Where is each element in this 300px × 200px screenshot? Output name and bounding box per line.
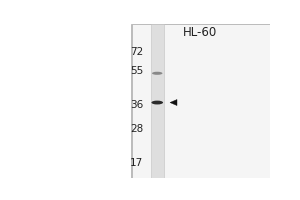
Bar — [151, 24, 164, 178]
Text: 28: 28 — [130, 124, 143, 134]
Text: 55: 55 — [130, 66, 143, 76]
Text: 17: 17 — [130, 158, 143, 168]
Text: 36: 36 — [130, 100, 143, 110]
Ellipse shape — [152, 101, 163, 104]
Text: 72: 72 — [130, 47, 143, 57]
Text: HL-60: HL-60 — [183, 26, 218, 39]
Polygon shape — [170, 100, 177, 106]
Bar — [130, 24, 270, 178]
Ellipse shape — [152, 72, 163, 75]
